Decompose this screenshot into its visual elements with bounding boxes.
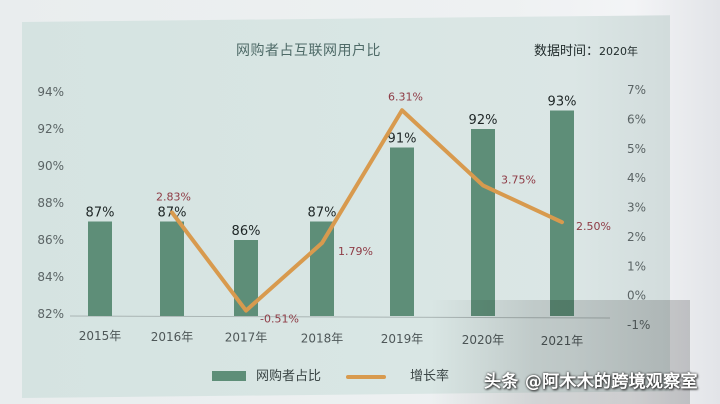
growth-rate-label: 2.50% (576, 220, 611, 233)
bar-value-label: 93% (548, 95, 577, 110)
bar (160, 221, 184, 316)
growth-rate-label: -0.51% (260, 313, 299, 326)
growth-rate-line (170, 108, 564, 313)
x-axis-labels: 2015年 2016年 2017年 2018年 2019年 2020年 2021年 (79, 329, 584, 348)
bar (471, 129, 495, 316)
left-axis: 94% 92% 90% 88% 86% 84% 82% (37, 85, 64, 321)
chart-title: 网购者占互联网用户比 (236, 43, 381, 59)
bar-value-label: 86% (232, 224, 261, 239)
growth-rate-label: 3.75% (501, 173, 536, 186)
right-axis-tick: 4% (627, 171, 646, 185)
bar-value-label: 87% (86, 206, 115, 221)
left-axis-tick: 86% (37, 233, 64, 247)
bar (390, 147, 414, 316)
x-axis-label: 2017年 (225, 331, 268, 345)
x-axis-label: 2015年 (79, 329, 122, 343)
left-axis-tick: 82% (37, 307, 64, 321)
right-axis-tick: 2% (627, 230, 646, 244)
left-axis-tick: 84% (37, 270, 64, 284)
bar (310, 221, 334, 316)
data-date-note: 数据时间：2020年 (534, 40, 638, 59)
x-axis-label: 2019年 (381, 332, 424, 346)
legend-bar-swatch (212, 371, 246, 381)
right-axis-tick: 3% (627, 201, 646, 215)
growth-rate-label: 6.31% (388, 90, 423, 103)
watermark: 头条 @阿木木的跨境观察室 (484, 372, 698, 392)
right-axis: 7% 6% 5% 4% 3% 2% 1% 0% -1% (627, 83, 650, 332)
right-axis-tick: 6% (627, 112, 646, 126)
right-axis-tick: -1% (627, 318, 650, 332)
line-labels: 2.83% -0.51% 1.79% 6.31% 3.75% 2.50% (156, 90, 611, 325)
left-axis-tick: 90% (37, 159, 64, 173)
bar (88, 221, 112, 316)
left-axis-tick: 94% (37, 85, 64, 99)
legend-line-swatch (346, 375, 386, 379)
left-axis-tick: 92% (37, 122, 64, 136)
right-axis-tick: 7% (627, 83, 646, 97)
growth-rate-label: 1.79% (338, 245, 373, 258)
photo-shadow (430, 300, 690, 404)
bar-value-label: 87% (308, 206, 337, 221)
x-axis-label: 2020年 (462, 333, 505, 347)
bar-value-label: 91% (388, 132, 417, 147)
bar-series (88, 110, 574, 316)
legend-line-label: 增长率 (410, 369, 450, 384)
growth-rate-label: 2.83% (156, 190, 191, 203)
x-axis-label: 2016年 (151, 330, 194, 344)
bar (550, 110, 574, 316)
right-axis-tick: 1% (627, 259, 646, 273)
x-axis-line (69, 315, 611, 319)
legend-bar-label: 网购者占比 (256, 369, 322, 384)
right-axis-tick: 0% (627, 289, 646, 303)
left-axis-tick: 88% (37, 196, 64, 210)
bar-labels: 87% 87%86%87%91%92%93% (86, 95, 577, 240)
date-note-year: 2020年 (599, 45, 639, 58)
bar-value-label: 92% (469, 113, 498, 128)
x-axis-label: 2018年 (301, 331, 344, 345)
x-axis-label: 2021年 (541, 334, 584, 348)
date-note-label: 数据时间： (534, 44, 600, 59)
right-axis-tick: 5% (627, 142, 646, 156)
